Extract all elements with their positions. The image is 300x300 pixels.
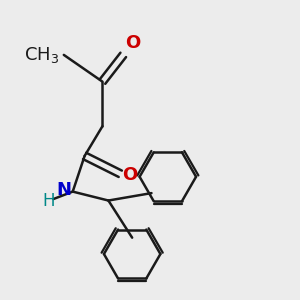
Text: H: H [43,191,55,209]
Text: CH$_3$: CH$_3$ [24,45,59,65]
Text: O: O [125,34,140,52]
Text: O: O [122,166,137,184]
Text: N: N [56,181,71,199]
